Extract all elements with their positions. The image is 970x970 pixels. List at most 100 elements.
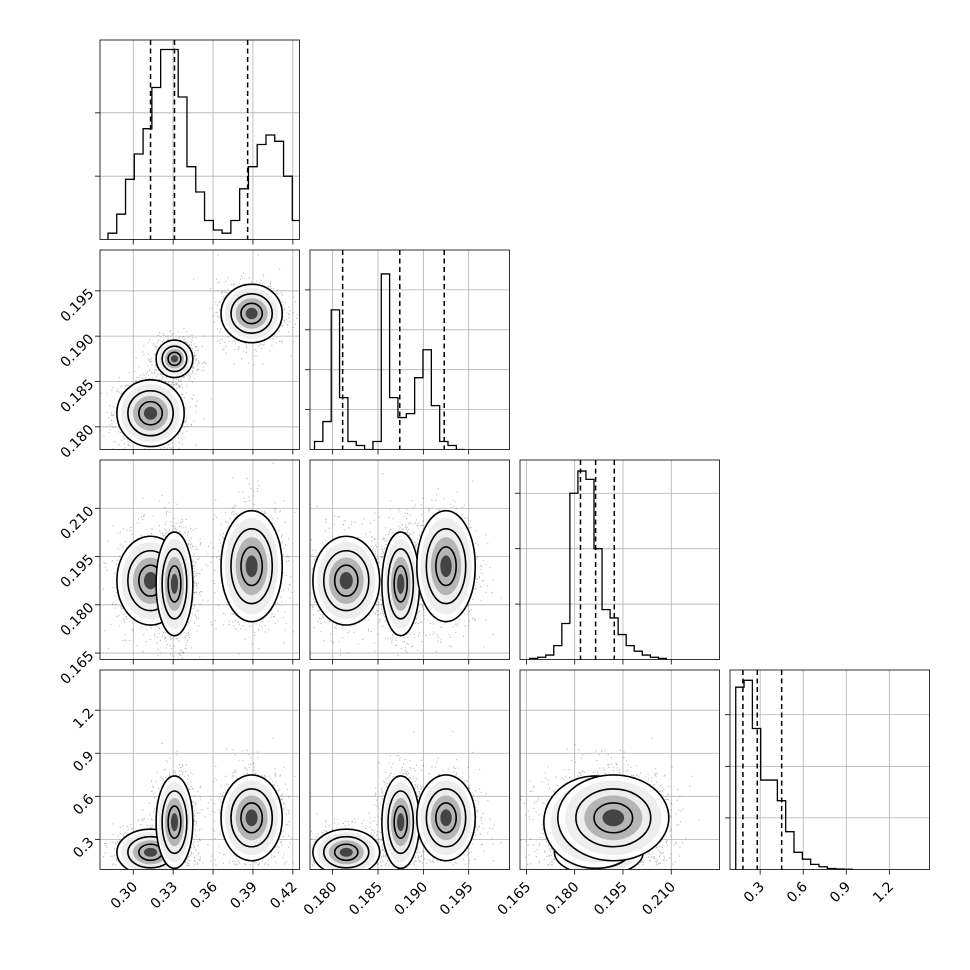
contour-line	[220, 509, 284, 623]
y-tick-label: 0.6	[70, 791, 97, 818]
panel-content	[100, 670, 300, 870]
panel-content	[730, 670, 930, 870]
density-panel-3-2: 0.165 0.180 0.195 0.210	[495, 669, 720, 919]
y-tick-label: 1.2	[70, 705, 97, 732]
density-core	[245, 555, 258, 578]
density-contour-0	[312, 828, 381, 870]
density-contour-0	[116, 379, 185, 448]
panel-frame	[309, 459, 510, 660]
density-core	[339, 571, 353, 590]
panel-content	[100, 250, 300, 450]
density-contour-1	[155, 339, 194, 379]
contour-line	[575, 788, 652, 848]
contour-line	[425, 788, 467, 848]
density-core	[397, 813, 405, 832]
panel-frame	[309, 249, 510, 450]
contour-line	[127, 389, 175, 437]
panel-frame	[99, 669, 300, 870]
hist-panel-1	[305, 249, 510, 455]
x-tick-label: 0.195	[437, 879, 477, 919]
contour-line	[138, 400, 164, 426]
contour-line	[155, 775, 194, 870]
x-tick-label: 0.42	[267, 879, 300, 912]
hist-panel-3: 0.3 0.6 0.9 1.2	[725, 669, 930, 906]
density-contour-1	[155, 775, 194, 870]
y-tick-label: 0.9	[70, 748, 97, 775]
density-panel-1-0: 0.180 0.185 0.190 0.195	[58, 249, 300, 462]
x-tick-label: 1.2	[870, 879, 897, 906]
y-tick-label: 0.190	[58, 331, 98, 371]
panel-frame	[519, 459, 720, 660]
contour-line	[416, 774, 477, 862]
density-core	[170, 573, 179, 595]
contour-line	[230, 292, 274, 334]
y-tick-label: 0.165	[58, 648, 98, 688]
contour-line	[220, 283, 284, 344]
density-contour-2	[220, 283, 284, 344]
x-tick-label: 0.165	[495, 879, 535, 919]
density-contour-2	[416, 509, 477, 623]
contour-line	[416, 509, 477, 623]
scatter-points	[100, 254, 300, 450]
density-core	[143, 571, 158, 590]
panel-frame	[99, 249, 300, 450]
histogram-step	[529, 470, 668, 660]
density-panel-3-1: 0.180 0.185 0.190 0.195	[301, 669, 510, 919]
contour-line	[393, 565, 409, 603]
x-tick-label: 0.36	[188, 879, 221, 912]
density-contour-1	[155, 531, 194, 637]
contour-line	[240, 546, 264, 587]
contour-line	[155, 531, 194, 637]
y-tick-label: 0.180	[58, 422, 98, 462]
density-panel-2-0: 0.165 0.180 0.195 0.210	[58, 459, 300, 688]
contour-line	[333, 843, 359, 862]
x-tick-label: 0.190	[392, 879, 432, 919]
density-core	[143, 847, 158, 857]
histogram-step	[107, 48, 300, 240]
contour-line	[387, 548, 415, 620]
density-contour-0	[312, 535, 381, 626]
panel-frame	[729, 669, 930, 870]
density-panel-3-0: 0.30 0.33 0.36 0.39 0.42 0.3 0.6 0.9 1.2	[70, 669, 301, 912]
contour-line	[240, 302, 264, 325]
density-core	[602, 809, 625, 827]
panel-frame	[309, 669, 510, 870]
density-core	[245, 809, 258, 827]
panel-content	[310, 250, 510, 450]
panel-content	[520, 670, 720, 870]
contour-line	[161, 790, 188, 855]
contour-line	[435, 546, 457, 587]
density-contour-1	[381, 775, 421, 870]
panel-content	[100, 460, 300, 660]
y-tick-label: 0.195	[58, 286, 98, 326]
contour-line	[593, 802, 634, 834]
contour-line	[435, 802, 457, 834]
x-tick-label: 0.180	[301, 879, 341, 919]
panel-frame	[99, 459, 300, 660]
contour-line	[333, 564, 359, 597]
contour-line	[167, 351, 182, 367]
scatter-points	[520, 737, 700, 867]
density-core	[143, 406, 158, 420]
panel-frame	[519, 669, 720, 870]
panel-content	[100, 40, 300, 240]
contour-line	[220, 774, 284, 862]
x-tick-label: 0.185	[346, 879, 386, 919]
density-panel-2-1	[309, 459, 510, 665]
density-core	[440, 555, 452, 578]
contour-line	[161, 548, 188, 620]
x-tick-label: 0.210	[639, 879, 679, 919]
contour-line	[557, 774, 670, 862]
contour-line	[230, 527, 274, 605]
density-contour-2	[220, 509, 284, 623]
panels-layer: 0.1800.1850.1900.1950.1650.1800.1950.210…	[58, 39, 930, 919]
contour-line	[393, 805, 409, 840]
contour-line	[155, 339, 194, 379]
x-tick-label: 0.180	[543, 879, 583, 919]
density-core	[170, 355, 179, 363]
x-tick-label: 0.3	[741, 879, 768, 906]
x-tick-label: 0.39	[227, 879, 260, 912]
y-tick-label: 0.210	[58, 503, 98, 543]
x-tick-label: 0.195	[591, 879, 631, 919]
